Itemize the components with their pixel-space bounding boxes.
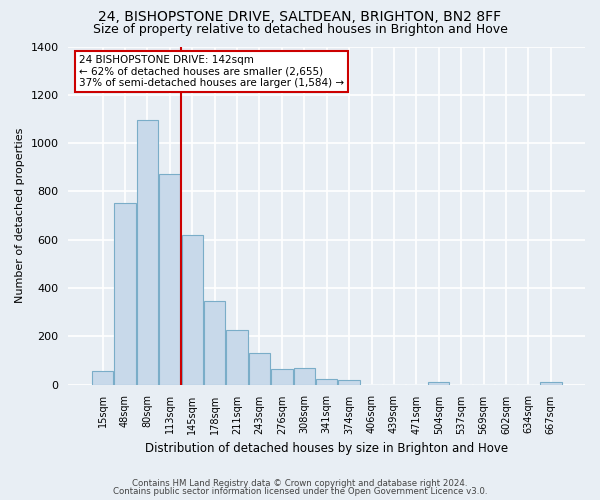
- Bar: [115, 204, 136, 384]
- Y-axis label: Number of detached properties: Number of detached properties: [15, 128, 25, 303]
- Text: Size of property relative to detached houses in Brighton and Hove: Size of property relative to detached ho…: [92, 22, 508, 36]
- Text: Contains HM Land Registry data © Crown copyright and database right 2024.: Contains HM Land Registry data © Crown c…: [132, 478, 468, 488]
- Bar: [428, 382, 449, 384]
- X-axis label: Distribution of detached houses by size in Brighton and Hove: Distribution of detached houses by size …: [145, 442, 508, 455]
- Bar: [249, 353, 270, 384]
- Bar: [204, 302, 225, 384]
- Bar: [159, 174, 181, 384]
- Bar: [226, 330, 248, 384]
- Text: Contains public sector information licensed under the Open Government Licence v3: Contains public sector information licen…: [113, 487, 487, 496]
- Text: 24 BISHOPSTONE DRIVE: 142sqm
← 62% of detached houses are smaller (2,655)
37% of: 24 BISHOPSTONE DRIVE: 142sqm ← 62% of de…: [79, 55, 344, 88]
- Bar: [271, 369, 293, 384]
- Bar: [182, 235, 203, 384]
- Bar: [540, 382, 562, 384]
- Bar: [137, 120, 158, 384]
- Bar: [92, 372, 113, 384]
- Text: 24, BISHOPSTONE DRIVE, SALTDEAN, BRIGHTON, BN2 8FF: 24, BISHOPSTONE DRIVE, SALTDEAN, BRIGHTO…: [98, 10, 502, 24]
- Bar: [293, 368, 315, 384]
- Bar: [338, 380, 360, 384]
- Bar: [316, 378, 337, 384]
